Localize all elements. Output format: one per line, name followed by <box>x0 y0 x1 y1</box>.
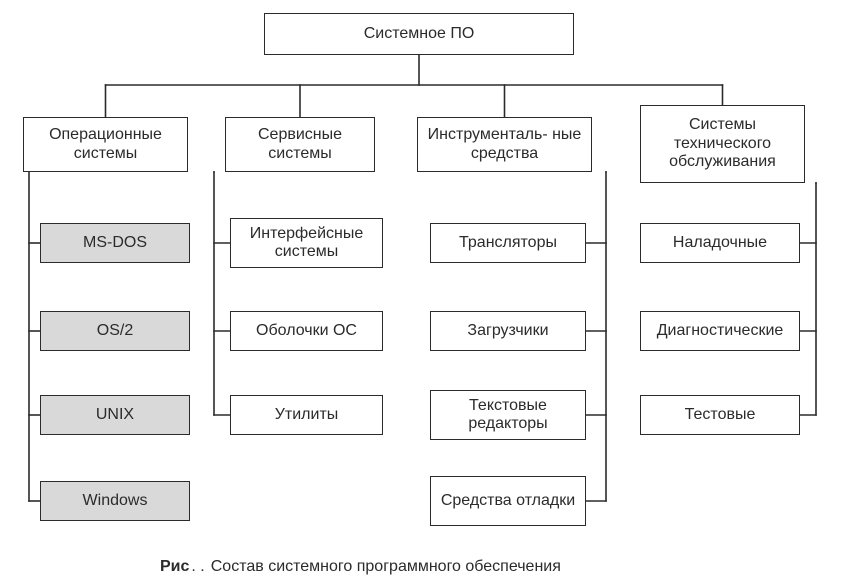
figure-caption: Рис. . Состав системного программного обе… <box>160 558 561 576</box>
node-label: Сервисные системы <box>232 126 368 163</box>
node-col4_hdr: Системы технического обслуживания <box>640 105 805 183</box>
node-label: Операционные системы <box>30 126 181 163</box>
diagram-canvas: Системное ПО Операционные системы Сервисны… <box>0 0 853 586</box>
node-c4_i2: Диагностические <box>640 311 800 351</box>
caption-text: Состав системного программного обеспечен… <box>211 558 561 575</box>
node-label: UNIX <box>96 406 134 424</box>
node-label: OS/2 <box>97 322 133 340</box>
node-label: Инструменталь- ные средства <box>424 126 585 163</box>
node-label: Утилиты <box>275 406 339 424</box>
node-c1_i2: OS/2 <box>40 311 190 351</box>
node-label: Windows <box>83 492 148 510</box>
node-c2_i2: Оболочки ОС <box>230 311 383 351</box>
node-label: Диагностические <box>657 322 784 340</box>
caption-dots: . . <box>191 558 204 575</box>
node-c2_i3: Утилиты <box>230 395 383 435</box>
node-c2_i1: Интерфейсные системы <box>230 218 383 268</box>
node-label: Системы технического обслуживания <box>647 116 798 171</box>
node-label: Тестовые <box>685 406 756 424</box>
node-label: Загрузчики <box>467 322 548 340</box>
node-col3_hdr: Инструменталь- ные средства <box>417 117 592 172</box>
node-c3_i1: Трансляторы <box>430 223 586 263</box>
node-label: Текстовые редакторы <box>437 397 579 434</box>
node-c4_i3: Тестовые <box>640 395 800 435</box>
node-label: Оболочки ОС <box>256 322 357 340</box>
node-c4_i1: Наладочные <box>640 223 800 263</box>
node-root: Системное ПО <box>264 13 574 55</box>
node-label: Интерфейсные системы <box>237 225 376 262</box>
node-c3_i3: Текстовые редакторы <box>430 390 586 440</box>
node-label: MS-DOS <box>83 234 147 252</box>
node-label: Наладочные <box>673 234 767 252</box>
node-c1_i1: MS-DOS <box>40 223 190 263</box>
caption-prefix: Рис <box>160 558 189 575</box>
node-c3_i4: Средства отладки <box>430 476 586 526</box>
node-label: Трансляторы <box>459 234 557 252</box>
node-label: Средства отладки <box>441 492 575 510</box>
node-c1_i3: UNIX <box>40 395 190 435</box>
node-col1_hdr: Операционные системы <box>23 117 188 172</box>
node-col2_hdr: Сервисные системы <box>225 117 375 172</box>
node-c3_i2: Загрузчики <box>430 311 586 351</box>
node-c1_i4: Windows <box>40 481 190 521</box>
node-label: Системное ПО <box>364 25 475 43</box>
